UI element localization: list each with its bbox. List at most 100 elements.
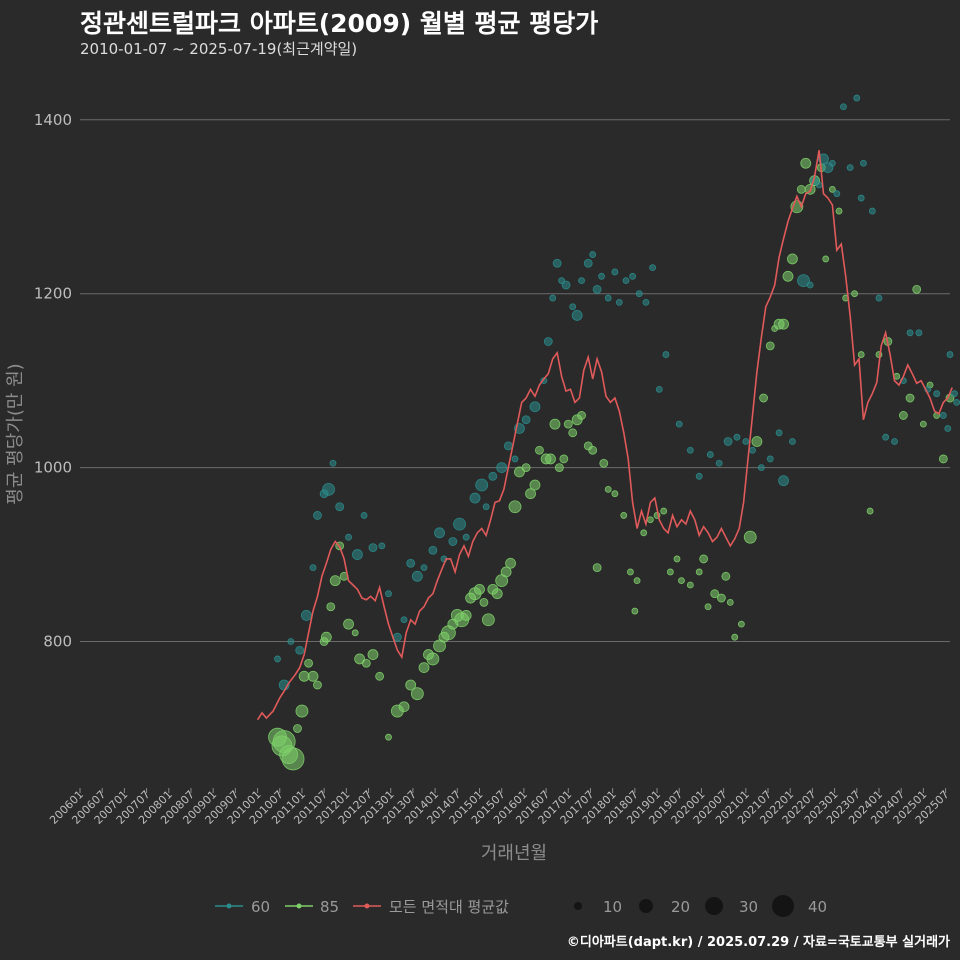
data-point-60 [329, 459, 337, 467]
data-point-60 [733, 433, 741, 441]
data-point-60 [860, 159, 867, 167]
data-point-60 [906, 329, 914, 337]
data-point-85 [631, 607, 639, 615]
data-point-85 [460, 610, 472, 621]
data-point-60 [511, 455, 519, 463]
data-point-60 [953, 398, 960, 406]
data-point-60 [857, 194, 865, 202]
data-point-85 [351, 629, 359, 637]
data-point-85 [640, 529, 648, 537]
data-point-60 [662, 351, 670, 358]
data-point-60 [360, 512, 368, 519]
data-point-60 [598, 272, 605, 280]
data-point-60 [951, 390, 958, 398]
y-axis-label: 평균 평당가(만 원) [5, 363, 26, 504]
data-point-60 [815, 181, 823, 189]
data-point-85 [588, 445, 598, 455]
data-point-85 [592, 563, 602, 573]
data-point-85 [678, 577, 685, 585]
data-point-85 [577, 411, 586, 420]
data-point-85 [514, 466, 525, 478]
data-point-60 [385, 590, 392, 598]
data-point-85 [627, 568, 634, 576]
data-point-60 [488, 471, 498, 481]
legend-60-label: 60 [251, 898, 270, 916]
data-point-60 [846, 164, 854, 172]
data-point-60 [946, 351, 954, 358]
data-point-85 [835, 207, 843, 215]
data-point-60 [287, 638, 295, 645]
data-point-85 [604, 485, 612, 493]
size-legend-label: 40 [808, 898, 827, 916]
data-point-60 [475, 478, 489, 492]
data-point-85 [535, 445, 544, 455]
data-point-85 [281, 747, 305, 771]
data-point-85 [765, 341, 775, 351]
data-point-60 [300, 610, 312, 621]
data-point-85 [554, 463, 564, 473]
y-tick-label: 1000 [34, 459, 72, 477]
size-legend-marker [574, 902, 582, 910]
data-point-60 [583, 258, 593, 268]
data-point-85 [800, 157, 812, 169]
data-point-60 [833, 190, 841, 198]
data-point-85 [782, 270, 794, 282]
data-point-60 [274, 655, 281, 663]
data-point-60 [915, 329, 923, 337]
data-point-85 [721, 571, 731, 581]
data-point-60 [589, 251, 597, 258]
data-point-85 [787, 253, 798, 265]
data-point-60 [561, 280, 571, 290]
data-point-60 [939, 412, 947, 419]
data-point-85 [866, 507, 874, 515]
data-point-60 [521, 415, 531, 425]
data-point-60 [571, 310, 583, 321]
data-point-85 [313, 680, 322, 690]
data-point-60 [335, 502, 345, 512]
data-point-60 [411, 570, 423, 582]
data-point-85 [751, 436, 763, 447]
data-point-85 [731, 633, 739, 641]
data-point-85 [479, 597, 489, 607]
data-point-60 [552, 258, 562, 268]
data-point-60 [469, 492, 481, 504]
data-point-85 [695, 568, 703, 576]
data-point-85 [329, 575, 341, 587]
data-point-60 [749, 446, 756, 454]
data-point-85 [717, 593, 726, 603]
data-point-60 [875, 294, 883, 302]
data-point-60 [352, 549, 363, 560]
data-point-60 [448, 537, 458, 546]
data-point-85 [307, 670, 319, 682]
data-point-85 [704, 603, 712, 611]
data-point-85 [293, 724, 302, 733]
data-point-60 [649, 264, 657, 272]
legend: 60 85 모든 면적대 평균값 10 20 30 40 [215, 895, 827, 917]
data-point-85 [418, 662, 430, 674]
data-point-60 [882, 433, 890, 441]
data-point-60 [615, 298, 623, 306]
data-point-60 [757, 464, 765, 472]
data-point-85 [505, 557, 516, 569]
data-point-60 [655, 385, 663, 393]
data-point-60 [400, 616, 408, 624]
size-legend-label: 10 [603, 898, 622, 916]
data-point-85 [611, 490, 619, 498]
y-tick-label: 800 [43, 633, 72, 651]
data-point-85 [673, 555, 681, 563]
data-point-85 [398, 701, 410, 713]
data-point-60 [775, 429, 783, 437]
data-point-85 [620, 512, 628, 519]
data-point-60 [686, 446, 694, 454]
data-point-85 [525, 488, 536, 500]
data-point-85 [599, 458, 609, 468]
data-point-85 [375, 671, 385, 681]
data-point-60 [420, 564, 428, 572]
data-point-60 [635, 290, 643, 298]
data-point-85 [508, 500, 522, 514]
data-point-85 [549, 418, 561, 430]
data-point-60 [675, 420, 683, 428]
data-point-60 [482, 503, 490, 511]
data-point-85 [633, 577, 641, 585]
data-point-60 [706, 451, 714, 458]
